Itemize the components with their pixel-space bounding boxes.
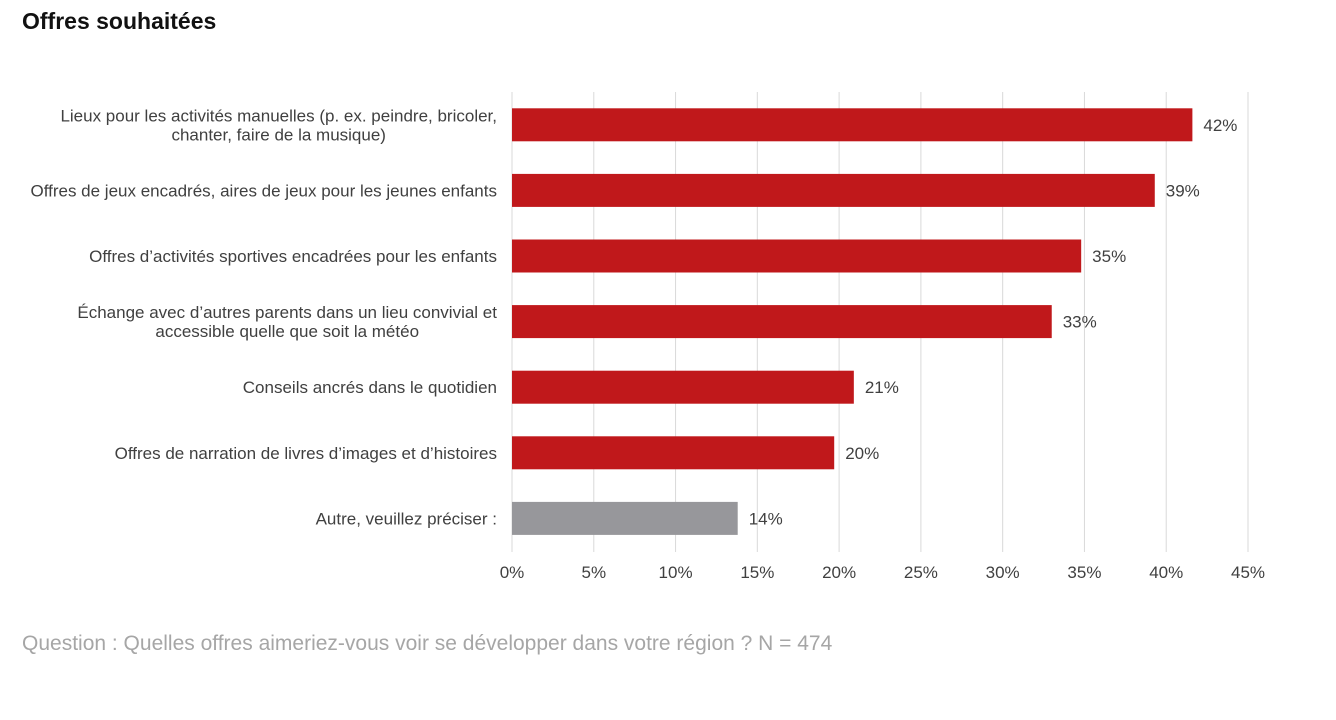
x-tick-label: 5%: [581, 563, 606, 582]
bar: [512, 436, 835, 470]
bar: [512, 501, 738, 535]
category-label-line: Offres de narration de livres d’images e…: [115, 444, 497, 463]
category-label-line: Autre, veuillez préciser :: [316, 509, 497, 528]
x-tick-label: 35%: [1067, 563, 1101, 582]
x-tick-label: 0%: [500, 563, 525, 582]
bar: [512, 173, 1155, 207]
category-label: Lieux pour les activités manuelles (p. e…: [60, 106, 497, 144]
category-label-line: Offres de jeux encadrés, aires de jeux p…: [30, 181, 497, 200]
category-label: Échange avec d’autres parents dans un li…: [77, 303, 497, 341]
bar: [512, 239, 1082, 273]
bar: [512, 108, 1193, 142]
x-tick-label: 45%: [1231, 563, 1265, 582]
bar-value-label: 42%: [1203, 116, 1237, 135]
category-label-line: Conseils ancrés dans le quotidien: [243, 378, 497, 397]
x-tick-label: 40%: [1149, 563, 1183, 582]
category-label-line: Échange avec d’autres parents dans un li…: [77, 303, 497, 322]
bar-value-label: 14%: [749, 509, 783, 528]
category-label: Offres de jeux encadrés, aires de jeux p…: [30, 181, 497, 200]
x-tick-label: 20%: [822, 563, 856, 582]
category-label: Conseils ancrés dans le quotidien: [243, 378, 497, 397]
bar-value-label: 33%: [1063, 313, 1097, 332]
bar: [512, 305, 1052, 339]
bar-chart: 42% 39% 35% 33% 21% 20% 14% Lieux pour les act…: [30, 92, 1265, 582]
value-labels: 42% 39% 35% 33% 21% 20% 14%: [749, 116, 1238, 529]
x-tick-label: 10%: [659, 563, 693, 582]
bars: [512, 108, 1193, 535]
bar-value-label: 21%: [865, 378, 899, 397]
bar-value-label: 39%: [1166, 181, 1200, 200]
bar-value-label: 35%: [1092, 247, 1126, 266]
category-label-line: chanter, faire de la musique): [171, 125, 386, 144]
chart-footnote: Question : Quelles offres aimeriez-vous …: [22, 632, 833, 655]
x-axis-tick-labels: 0% 5% 10% 15% 20% 25% 30% 35% 40% 45%: [500, 563, 1265, 582]
category-label: Autre, veuillez préciser :: [316, 509, 497, 528]
bar-value-label: 20%: [845, 444, 879, 463]
category-label-line: Lieux pour les activités manuelles (p. e…: [60, 106, 497, 125]
category-labels: Lieux pour les activités manuelles (p. e…: [30, 106, 497, 528]
x-tick-label: 15%: [740, 563, 774, 582]
category-label: Offres de narration de livres d’images e…: [115, 444, 497, 463]
chart-title: Offres souhaitées: [22, 8, 217, 34]
bar: [512, 370, 854, 404]
x-tick-label: 25%: [904, 563, 938, 582]
x-tick-label: 30%: [986, 563, 1020, 582]
category-label: Offres d’activités sportives encadrées p…: [89, 247, 497, 266]
category-label-line: Offres d’activités sportives encadrées p…: [89, 247, 497, 266]
category-label-line: accessible quelle que soit la météo: [155, 322, 419, 341]
